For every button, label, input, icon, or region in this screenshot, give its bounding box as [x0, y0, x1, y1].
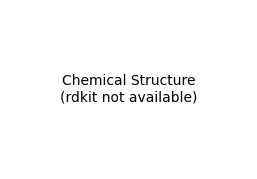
Text: Chemical Structure
(rdkit not available): Chemical Structure (rdkit not available) [60, 74, 197, 105]
